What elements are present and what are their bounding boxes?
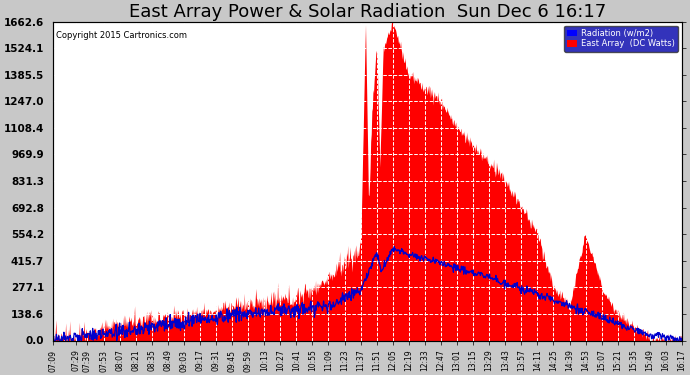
Text: Copyright 2015 Cartronics.com: Copyright 2015 Cartronics.com bbox=[56, 31, 187, 40]
Title: East Array Power & Solar Radiation  Sun Dec 6 16:17: East Array Power & Solar Radiation Sun D… bbox=[129, 3, 606, 21]
Legend: Radiation (w/m2), East Array  (DC Watts): Radiation (w/m2), East Array (DC Watts) bbox=[564, 26, 678, 52]
